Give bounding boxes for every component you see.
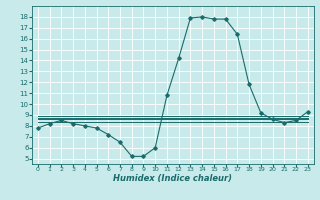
X-axis label: Humidex (Indice chaleur): Humidex (Indice chaleur) <box>113 174 232 183</box>
